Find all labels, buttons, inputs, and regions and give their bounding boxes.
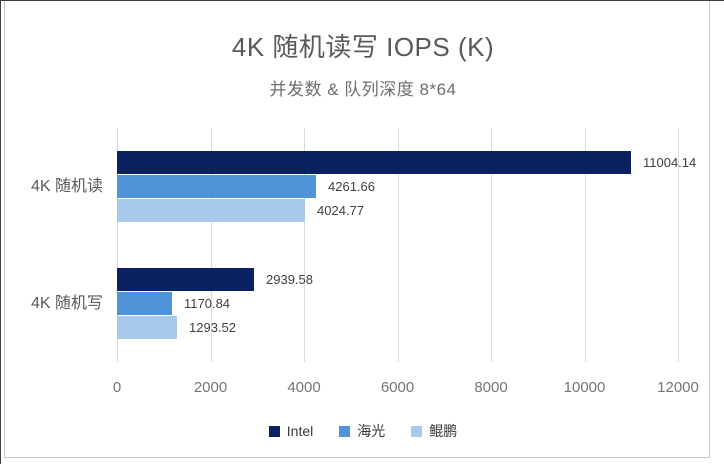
legend-swatch-icon xyxy=(268,425,280,437)
bar-value-label: 2939.58 xyxy=(266,272,313,287)
bar-value-label: 1170.84 xyxy=(184,296,231,311)
plot-area: 11004.14 4261.66 4024.77 2939.58 1170.84 1293… xyxy=(117,128,696,362)
legend-item-Intel: Intel xyxy=(268,423,314,439)
bar-value-label: 4024.77 xyxy=(317,203,364,218)
gridline xyxy=(304,128,305,362)
bar-value-label: 1293.52 xyxy=(189,320,236,335)
bar-鲲鹏-0 xyxy=(117,199,305,222)
x-tick-label: 2000 xyxy=(193,379,228,396)
bar-Intel-1 xyxy=(117,268,254,291)
gridline xyxy=(398,128,399,362)
gridline xyxy=(678,128,679,362)
bar-value-label: 11004.14 xyxy=(643,155,697,170)
legend-item-鲲鹏: 鲲鹏 xyxy=(411,421,457,441)
gridline xyxy=(211,128,212,362)
legend-label: 海光 xyxy=(357,423,386,439)
x-tick-label: 6000 xyxy=(380,379,415,396)
legend-swatch-icon xyxy=(339,425,351,437)
gridline xyxy=(117,128,118,362)
x-tick-label: 12000 xyxy=(657,379,699,396)
gridline xyxy=(491,128,492,362)
x-tick-label: 10000 xyxy=(563,379,606,396)
legend-label: 鲲鹏 xyxy=(429,423,458,439)
bar-value-label: 4261.66 xyxy=(328,179,375,194)
gridline xyxy=(585,128,586,362)
category-label: 4K 随机写 xyxy=(30,295,103,312)
legend-item-海光: 海光 xyxy=(339,421,385,441)
category-label: 4K 随机读 xyxy=(30,178,103,195)
chart-title: 4K 随机读写 IOPS (K) xyxy=(231,32,495,62)
bar-鲲鹏-1 xyxy=(117,316,177,339)
legend: Intel 海光 鲲鹏 xyxy=(1,422,724,440)
bar-海光-0 xyxy=(117,175,316,198)
bar-海光-1 xyxy=(117,292,172,315)
x-tick-label: 4000 xyxy=(287,379,321,396)
x-tick-label: 8000 xyxy=(474,379,508,396)
chart-subtitle: 并发数 & 队列深度 8*64 xyxy=(269,80,457,99)
bar-Intel-0 xyxy=(117,151,631,174)
legend-swatch-icon xyxy=(411,425,423,437)
x-tick-label: 0 xyxy=(112,379,122,396)
legend-label: Intel xyxy=(286,423,314,439)
